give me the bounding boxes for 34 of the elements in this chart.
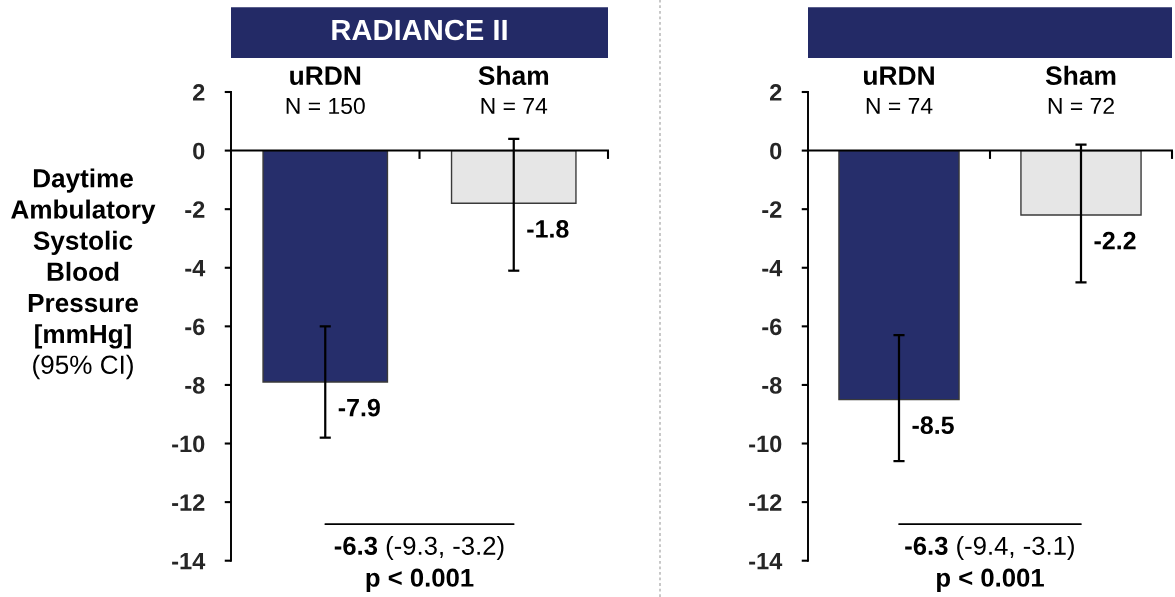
y-tick-label: -2 [762, 201, 782, 218]
y-tick-label: -6 [185, 318, 205, 336]
y-tick-label: -8 [185, 377, 205, 394]
annotation: (-9.3, -3.2) [386, 536, 504, 561]
y-tick-label: -2 [185, 201, 205, 218]
y-tick-label: -14 [749, 553, 783, 570]
annotation: -6.3 [334, 536, 378, 555]
data-label: -8.5 [912, 416, 954, 435]
y-tick-label: 2 [192, 84, 205, 101]
y-tick-label: 2 [769, 84, 782, 101]
text: p < 0.001 [937, 568, 1044, 592]
y-tick-label: -14 [172, 553, 206, 570]
y-tick-label: -12 [172, 494, 205, 511]
y-tick-label: -4 [762, 260, 783, 277]
y-tick-label: -10 [172, 435, 205, 453]
data-label: -7.9 [338, 398, 380, 417]
y-tick-label: -4 [185, 260, 206, 277]
y-tick-label: 0 [770, 142, 782, 160]
y-tick-label: -12 [749, 494, 782, 511]
annotation: -6.3 [905, 536, 948, 555]
x-tick-label: uRDN N = 74 [863, 66, 934, 114]
annotation: (-9.4, -3.1) [957, 536, 1074, 561]
data-label: -2.2 [1094, 231, 1136, 250]
text: p < 0.001 [366, 568, 474, 592]
y-tick-label: -8 [762, 377, 782, 394]
x-tick-label: Sham N = 74 [478, 65, 549, 114]
y-tick-label: 0 [193, 142, 205, 160]
y-tick-label: -6 [762, 318, 782, 336]
chart-title: RADIANCE II [332, 19, 507, 41]
y-tick-label: -10 [749, 435, 782, 453]
y-axis-title: Daytime Ambulatory Systolic Blood Pressure [mmHg] (95% CI) [11, 168, 156, 380]
x-tick-label: Sham N = 72 [1045, 65, 1116, 114]
data-label: -1.8 [527, 220, 569, 238]
x-tick-label: uRDN N = 150 [286, 66, 365, 115]
